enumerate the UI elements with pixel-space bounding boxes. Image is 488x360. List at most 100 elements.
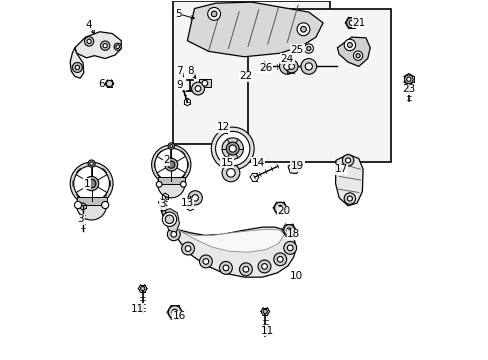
Circle shape bbox=[404, 75, 412, 84]
Text: 12: 12 bbox=[216, 122, 229, 132]
Circle shape bbox=[151, 145, 190, 184]
Text: 14: 14 bbox=[251, 158, 264, 168]
Text: 26: 26 bbox=[259, 63, 272, 73]
Circle shape bbox=[87, 179, 96, 188]
Circle shape bbox=[239, 263, 252, 276]
Circle shape bbox=[155, 148, 187, 181]
Circle shape bbox=[101, 41, 110, 50]
Circle shape bbox=[195, 86, 201, 91]
Circle shape bbox=[222, 164, 240, 182]
Bar bbox=[287, 60, 293, 73]
Circle shape bbox=[90, 162, 93, 165]
Text: 2: 2 bbox=[163, 155, 170, 165]
Circle shape bbox=[348, 20, 353, 25]
Circle shape bbox=[169, 145, 172, 148]
Circle shape bbox=[277, 205, 282, 210]
Circle shape bbox=[157, 171, 184, 198]
Polygon shape bbox=[287, 161, 300, 174]
Text: 11: 11 bbox=[261, 326, 274, 336]
Circle shape bbox=[223, 265, 228, 271]
Circle shape bbox=[290, 164, 298, 171]
Circle shape bbox=[353, 51, 362, 60]
Circle shape bbox=[345, 158, 350, 163]
Circle shape bbox=[70, 162, 113, 205]
Circle shape bbox=[75, 65, 80, 69]
Polygon shape bbox=[75, 32, 121, 59]
Text: 5: 5 bbox=[175, 9, 182, 19]
Circle shape bbox=[140, 287, 144, 291]
Text: 7: 7 bbox=[176, 66, 183, 76]
Circle shape bbox=[283, 225, 294, 235]
Circle shape bbox=[185, 246, 190, 251]
Circle shape bbox=[167, 228, 180, 241]
Polygon shape bbox=[159, 202, 296, 277]
Circle shape bbox=[168, 306, 181, 319]
Circle shape bbox=[296, 23, 309, 36]
Circle shape bbox=[300, 26, 305, 32]
Circle shape bbox=[229, 145, 236, 152]
Circle shape bbox=[292, 166, 295, 169]
Circle shape bbox=[102, 202, 108, 208]
Circle shape bbox=[406, 77, 410, 81]
Text: 25: 25 bbox=[290, 45, 304, 55]
Text: 4: 4 bbox=[85, 19, 92, 30]
Circle shape bbox=[77, 190, 106, 220]
Circle shape bbox=[167, 161, 175, 168]
Circle shape bbox=[74, 166, 109, 202]
Circle shape bbox=[263, 309, 267, 314]
Circle shape bbox=[72, 63, 82, 72]
Circle shape bbox=[288, 64, 294, 69]
Circle shape bbox=[156, 181, 162, 187]
Circle shape bbox=[88, 160, 95, 167]
Circle shape bbox=[103, 44, 107, 48]
Text: 15: 15 bbox=[220, 158, 233, 168]
Text: 11: 11 bbox=[130, 303, 143, 314]
Circle shape bbox=[215, 131, 249, 166]
Circle shape bbox=[168, 143, 174, 149]
Text: 3: 3 bbox=[159, 199, 165, 209]
Polygon shape bbox=[337, 37, 369, 66]
Circle shape bbox=[164, 158, 177, 171]
Circle shape bbox=[277, 256, 283, 262]
Circle shape bbox=[199, 255, 212, 268]
Text: 1: 1 bbox=[84, 179, 90, 189]
Circle shape bbox=[180, 181, 186, 187]
Circle shape bbox=[202, 80, 207, 86]
Polygon shape bbox=[171, 225, 284, 252]
Text: 22: 22 bbox=[239, 71, 252, 81]
Text: 18: 18 bbox=[286, 229, 300, 239]
Polygon shape bbox=[335, 154, 363, 206]
Circle shape bbox=[286, 228, 291, 232]
Text: 19: 19 bbox=[290, 161, 304, 171]
Text: 6: 6 bbox=[98, 78, 105, 89]
Text: 16: 16 bbox=[172, 311, 186, 321]
Circle shape bbox=[114, 43, 121, 50]
Circle shape bbox=[116, 45, 119, 49]
Circle shape bbox=[346, 196, 352, 201]
Circle shape bbox=[188, 191, 202, 205]
Circle shape bbox=[87, 39, 91, 44]
Circle shape bbox=[226, 142, 239, 155]
Circle shape bbox=[279, 59, 295, 74]
Bar bbox=[157, 177, 184, 184]
Circle shape bbox=[274, 202, 285, 213]
Text: 17: 17 bbox=[334, 164, 347, 174]
Circle shape bbox=[306, 46, 310, 51]
Circle shape bbox=[165, 215, 173, 224]
Circle shape bbox=[261, 63, 267, 69]
Circle shape bbox=[304, 44, 313, 53]
Circle shape bbox=[261, 264, 267, 269]
Circle shape bbox=[171, 231, 176, 237]
Circle shape bbox=[181, 242, 194, 255]
Text: 10: 10 bbox=[289, 271, 303, 282]
Circle shape bbox=[191, 82, 204, 95]
Circle shape bbox=[305, 63, 312, 70]
Bar bbox=[173, 1, 329, 144]
Text: 9: 9 bbox=[176, 80, 183, 90]
Circle shape bbox=[203, 258, 208, 264]
Circle shape bbox=[211, 127, 254, 170]
Circle shape bbox=[162, 212, 176, 226]
Circle shape bbox=[172, 309, 177, 315]
Polygon shape bbox=[162, 208, 179, 233]
Circle shape bbox=[207, 8, 220, 20]
